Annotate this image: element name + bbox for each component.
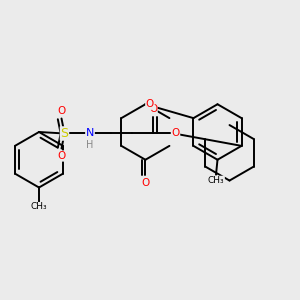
Text: N: N [86,128,94,139]
Text: S: S [61,127,68,140]
Text: O: O [141,178,149,188]
Text: CH₃: CH₃ [208,176,224,185]
Text: CH₃: CH₃ [31,202,47,211]
Text: H: H [86,140,94,150]
Text: O: O [149,104,157,114]
Text: O: O [171,128,180,139]
Text: O: O [146,99,154,109]
Text: O: O [57,151,66,161]
Text: O: O [57,106,66,116]
